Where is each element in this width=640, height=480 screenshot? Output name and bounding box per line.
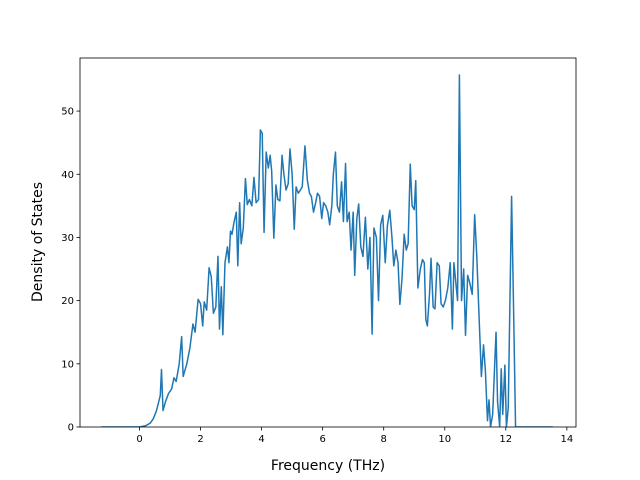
y-tick-label: 20: [61, 296, 74, 307]
y-axis-title: Density of States: [30, 182, 46, 302]
line: [101, 74, 553, 427]
x-tick-label: 4: [258, 434, 264, 445]
x-tick-label: 12: [499, 434, 512, 445]
plot-frame: [79, 57, 577, 428]
y-tick-label: 30: [61, 233, 74, 244]
y-tick-label: 10: [61, 359, 74, 370]
y-tick-label: 0: [68, 423, 74, 434]
y-tick-label: 40: [61, 170, 74, 181]
x-tick-label: 14: [560, 434, 573, 445]
x-tick-label: 8: [381, 434, 387, 445]
x-tick-label: 2: [197, 434, 203, 445]
x-tick-label: 0: [136, 434, 142, 445]
x-tick-label: 10: [438, 434, 451, 445]
y-tick-label: 50: [61, 107, 74, 118]
x-tick-label: 6: [319, 434, 325, 445]
x-axis-title: Frequency (THz): [271, 458, 385, 474]
